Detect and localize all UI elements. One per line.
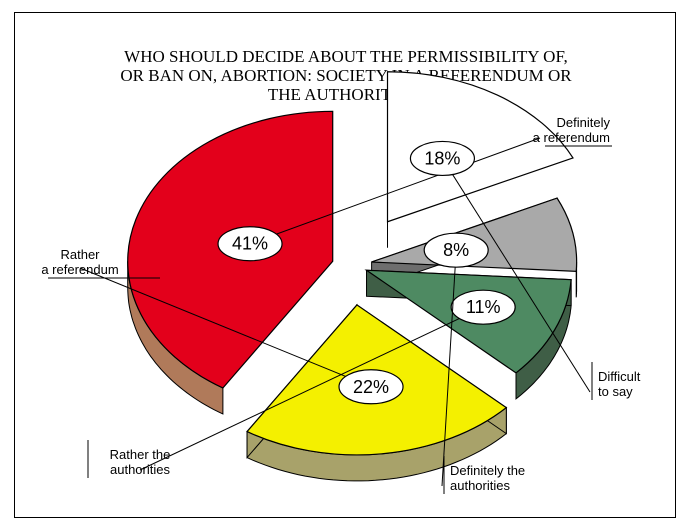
value-bubble xyxy=(217,226,283,262)
category-label: Rather the xyxy=(110,447,171,462)
category-label: Definitely the xyxy=(450,463,525,478)
value-label: 41% xyxy=(232,234,268,254)
category-label: a referendum xyxy=(533,130,610,145)
leader-line xyxy=(249,137,541,245)
category-label: authorities xyxy=(110,462,170,477)
leader-line xyxy=(79,267,372,388)
category-label: Rather xyxy=(60,247,100,262)
category-label: Definitely xyxy=(557,115,611,130)
value-bubble xyxy=(450,289,516,325)
value-label: 18% xyxy=(424,148,460,168)
leader-line xyxy=(441,250,457,487)
value-label: 11% xyxy=(466,297,501,317)
leader-line xyxy=(442,158,591,393)
value-bubble xyxy=(423,232,489,268)
category-label: to say xyxy=(598,384,633,399)
slice-top xyxy=(386,71,574,223)
category-label: Difficult xyxy=(598,369,641,384)
chart-title: WHO SHOULD DECIDE ABOUT THE PERMISSIBILI… xyxy=(120,47,572,104)
slice-4 xyxy=(386,71,574,248)
value-bubble xyxy=(409,140,476,177)
value-bubble xyxy=(338,369,404,405)
leader-line xyxy=(139,306,484,471)
value-label: 8% xyxy=(443,240,469,260)
value-label: 22% xyxy=(353,377,389,397)
slice-top xyxy=(371,197,578,273)
category-label: authorities xyxy=(450,478,510,493)
category-label: a referendum xyxy=(41,262,118,277)
